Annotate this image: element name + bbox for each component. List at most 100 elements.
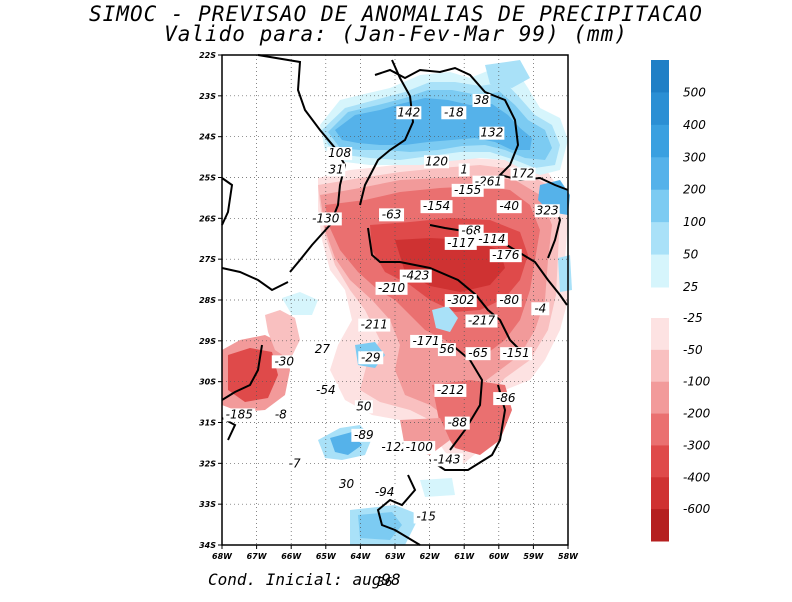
contour-value-text: -54 [316, 383, 336, 397]
contour-label-bg [379, 441, 411, 455]
contour-value-text: 31 [329, 162, 344, 176]
contour-value-label: -100 [403, 440, 436, 455]
contour-value-text: -100 [406, 440, 434, 454]
lat-tick-label: 22S [199, 51, 216, 60]
contour-label-bg [413, 510, 439, 524]
contour-value-label: 132 [479, 126, 505, 140]
contour-label-bg [410, 334, 443, 348]
contour-value-text: -88 [447, 416, 467, 430]
contour-value-text: 120 [425, 154, 448, 168]
contour-value-label: -114 [475, 232, 508, 246]
contour-label-bg [309, 212, 342, 226]
legend-label-negative: -600 [683, 502, 711, 516]
contour-label-bg [337, 477, 356, 491]
contour-label-bg [313, 383, 339, 397]
contour-value-label: 108 [327, 146, 353, 161]
contour-label-bg [534, 204, 560, 218]
contour-label-bg [351, 428, 377, 442]
legend-swatch-negative [651, 477, 669, 510]
contour-label-bg [434, 383, 467, 397]
contour-value-text: -89 [354, 428, 374, 442]
contour-value-text: -117 [447, 236, 475, 250]
contour-value-text: 1 [460, 162, 468, 176]
lon-tick-label: 62W [420, 552, 441, 561]
lat-tick-label: 30S [199, 378, 216, 387]
legend-label-positive: 50 [683, 248, 699, 262]
contour-value-label: 38 [472, 93, 491, 107]
border-west-segment [221, 177, 234, 226]
contour-value-label: -80 [496, 293, 522, 308]
contour-value-text: -423 [402, 269, 429, 283]
contour-label-bg [465, 314, 498, 328]
lon-tick-label: 60W [489, 552, 510, 561]
contour-label-bg [496, 200, 522, 214]
legend-label-negative: -200 [683, 407, 711, 421]
legend-label-positive: 300 [683, 150, 706, 164]
lon-tick-label: 61W [454, 552, 475, 561]
color-legend: 500 400 300 200 100 50 25 -25 -50 -100 -200 -300 -40… [651, 60, 711, 542]
border-uruguay-east [429, 384, 507, 471]
legend-swatch-positive [651, 124, 669, 158]
contour-value-label: -185 [223, 407, 256, 422]
contour-value-label: -89 [351, 428, 377, 442]
initial-condition-label: Cond. Inicial: aug98 [208, 570, 401, 589]
border-west-south [221, 344, 263, 401]
contour-value-text: -30 [274, 354, 294, 368]
contour-value-label: -63 [379, 207, 405, 222]
contour-value-label: 323 [534, 203, 560, 218]
contour-label-bg [358, 318, 391, 332]
contour-label-bg [437, 343, 456, 357]
region-core-pos [432, 306, 458, 332]
contour-value-text: -15 [416, 510, 436, 524]
legend-swatch-positive [651, 157, 669, 191]
contour-value-text: -65 [468, 346, 488, 360]
contour-label-bg [403, 441, 436, 455]
lon-tick-label: 64W [350, 552, 371, 561]
contour-value-text: -18 [444, 105, 464, 119]
legend-label-negative: -400 [683, 470, 711, 484]
contour-value-text: -302 [447, 293, 474, 307]
contour-value-label: -423 [399, 269, 432, 283]
contour-value-label: -18 [441, 105, 467, 120]
contour-value-label: -130 [309, 211, 342, 226]
contour-label-bg [420, 200, 453, 214]
contour-value-text: 50 [356, 399, 372, 413]
border-rio-plata [376, 474, 421, 546]
lon-tick-label: 63W [385, 552, 406, 561]
contour-label-bg [465, 347, 491, 361]
lat-tick-label: 31S [199, 419, 216, 428]
contour-label-bg [496, 294, 522, 308]
contour-value-text: -86 [496, 391, 516, 405]
contour-value-text: -29 [361, 350, 381, 364]
contour-label-bg [430, 453, 463, 467]
legend-label-positive: 500 [683, 85, 706, 99]
contour-label-bg [379, 208, 405, 222]
contour-value-text: -7 [289, 456, 301, 470]
contour-value-label: 1 [458, 162, 470, 177]
lon-tick-label: 68W [212, 552, 233, 561]
contour-value-label: -210 [375, 281, 408, 295]
lat-tick-label: 24S [199, 133, 216, 142]
contour-label-bg [451, 183, 484, 197]
lon-tick-label: 67W [247, 552, 268, 561]
contour-value-text: 56 [439, 342, 455, 356]
legend-swatch-positive [651, 254, 669, 288]
legend-label-positive: 100 [683, 215, 706, 229]
contour-label-bg [327, 147, 353, 161]
contour-label-bg [510, 167, 536, 181]
contour-label-bg [372, 486, 398, 499]
legend-label-negative: -300 [683, 438, 711, 452]
contour-label-bg [375, 575, 394, 589]
lat-tick-label: 32S [199, 459, 216, 468]
contour-value-label: -30 [271, 354, 297, 369]
contour-value-text: 132 [480, 126, 503, 140]
contour-value-label: -171 [410, 334, 443, 348]
contour-label-bg [424, 155, 450, 169]
legend-swatch-positive [651, 92, 669, 126]
lon-tick-label: 59W [523, 552, 544, 561]
contour-label-bg [444, 236, 477, 250]
contour-label-bg [271, 408, 290, 422]
contour-value-text: -217 [468, 314, 496, 328]
contour-value-text: -8 [275, 407, 287, 421]
